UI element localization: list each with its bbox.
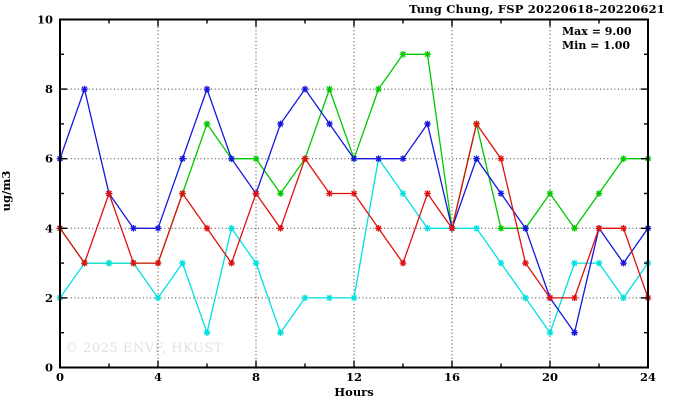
y-tick-label: 2 xyxy=(45,291,53,305)
y-tick-label: 10 xyxy=(37,13,53,27)
x-tick-label: 4 xyxy=(154,370,162,384)
series-cyan-line xyxy=(59,157,649,336)
chart-title: Tung Chung, FSP 20220618–20220621 xyxy=(408,2,665,16)
x-tick-label: 20 xyxy=(542,370,558,384)
stats-legend: Max = 9.00 Min = 1.00 xyxy=(562,25,632,53)
y-tick-label: 6 xyxy=(45,152,53,166)
x-tick-label: 0 xyxy=(56,370,64,384)
y-tick-label: 8 xyxy=(45,82,53,96)
min-value-label: Min = 1.00 xyxy=(562,39,631,52)
x-tick-label: 12 xyxy=(346,370,362,384)
y-tick-label: 4 xyxy=(45,221,53,235)
x-axis-label: Hours xyxy=(334,385,374,399)
x-tick-label: 24 xyxy=(640,370,656,384)
y-axis-label: ug/m3 xyxy=(0,170,13,212)
x-tick-label: 16 xyxy=(444,370,460,384)
x-tick-label: 8 xyxy=(252,370,260,384)
max-value-label: Max = 9.00 xyxy=(562,25,632,38)
watermark-text: © 2025 ENVF, HKUST xyxy=(65,341,223,356)
y-tick-label: 0 xyxy=(45,361,53,375)
